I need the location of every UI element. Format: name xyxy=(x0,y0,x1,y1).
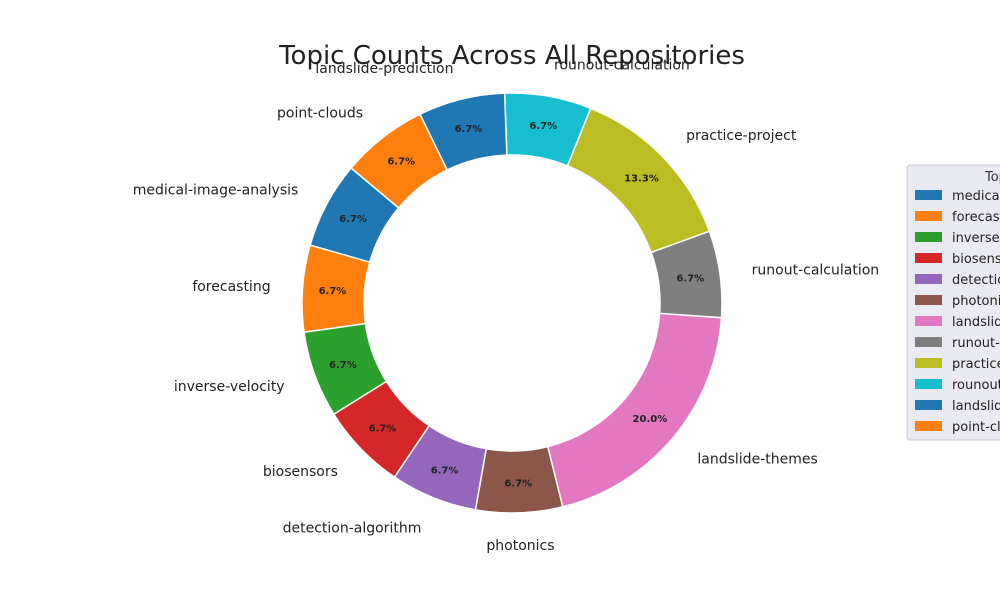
legend-label-photonics: photonics xyxy=(952,294,1000,309)
legend: Topics medical-image-analysis forecasting… xyxy=(906,164,1000,441)
legend-label-forecasting: forecasting xyxy=(952,210,1000,225)
legend-label-inverse-velocity: inverse-velocity xyxy=(952,231,1000,246)
legend-swatch-inverse-velocity xyxy=(915,232,942,242)
legend-items: medical-image-analysis forecasting inverse… xyxy=(915,189,1000,435)
percent-label-runout-calculation: 6.7% xyxy=(676,273,704,284)
category-labels: medical-image-analysis forecasting inverse… xyxy=(133,58,879,554)
category-label-detection-algorithm: detection-algorithm xyxy=(283,520,422,536)
legend-swatch-photonics xyxy=(915,295,942,305)
legend-label-medical-image-analysis: medical-image-analysis xyxy=(952,189,1000,204)
percent-label-point-clouds: 6.7% xyxy=(387,157,415,168)
donut-slices xyxy=(301,92,723,514)
category-label-inverse-velocity: inverse-velocity xyxy=(174,379,285,395)
category-label-landslide-themes: landslide-themes xyxy=(697,452,817,468)
legend-swatch-landslide-prediction xyxy=(915,400,942,410)
category-label-forecasting: forecasting xyxy=(192,279,270,295)
percent-labels: 6.7% 6.7% 6.7% 6.7% 6.7% 6.7% 20.0% 6.7% 13.3% 6.… xyxy=(319,121,705,489)
legend-swatch-practice-project xyxy=(915,358,942,368)
legend-label-biosensors: biosensors xyxy=(952,252,1000,267)
category-label-runout-calculation: runout-calculation xyxy=(752,262,880,278)
legend-swatch-rounout-calculation xyxy=(915,379,942,389)
category-label-rounout-calculation: rounout-calculation xyxy=(554,58,690,74)
legend-swatch-runout-calculation xyxy=(915,337,942,347)
percent-label-medical-image-analysis: 6.7% xyxy=(339,214,367,225)
legend-label-runout-calculation: runout-calculation xyxy=(952,336,1000,351)
percent-label-landslide-themes: 20.0% xyxy=(633,414,668,425)
category-label-medical-image-analysis: medical-image-analysis xyxy=(133,182,299,198)
percent-label-landslide-prediction: 6.7% xyxy=(455,124,483,135)
legend-swatch-detection-algorithm xyxy=(915,274,942,284)
legend-label-rounout-calculation: rounout-calculation xyxy=(952,378,1000,393)
percent-label-forecasting: 6.7% xyxy=(319,286,347,297)
category-label-biosensors: biosensors xyxy=(263,464,338,480)
slice-landslide-themes xyxy=(546,312,723,508)
percent-label-biosensors: 6.7% xyxy=(369,424,397,435)
legend-swatch-point-clouds xyxy=(915,421,942,431)
category-label-photonics: photonics xyxy=(486,538,554,554)
legend-label-point-clouds: point-clouds xyxy=(952,420,1000,435)
legend-swatch-landslide-themes xyxy=(915,316,942,326)
legend-label-detection-algorithm: detection-algorithm xyxy=(952,273,1000,288)
legend-title: Topics xyxy=(984,170,1000,185)
legend-swatch-medical-image-analysis xyxy=(915,190,942,200)
category-label-landslide-prediction: landslide-prediction xyxy=(315,61,453,77)
percent-label-photonics: 6.7% xyxy=(504,478,532,489)
chart-title: Topic Counts Across All Repositories xyxy=(278,41,745,71)
percent-label-rounout-calculation: 6.7% xyxy=(529,121,557,132)
legend-label-practice-project: practice-project xyxy=(952,357,1000,372)
percent-label-practice-project: 13.3% xyxy=(624,173,659,184)
legend-swatch-biosensors xyxy=(915,253,942,263)
percent-label-detection-algorithm: 6.7% xyxy=(431,465,459,476)
slice-point-clouds xyxy=(350,113,449,209)
legend-label-landslide-prediction: landslide-prediction xyxy=(952,399,1000,414)
percent-label-inverse-velocity: 6.7% xyxy=(329,360,357,371)
legend-label-landslide-themes: landslide-themes xyxy=(952,315,1000,330)
category-label-point-clouds: point-clouds xyxy=(277,105,363,121)
category-label-practice-project: practice-project xyxy=(686,128,797,144)
legend-swatch-forecasting xyxy=(915,211,942,221)
